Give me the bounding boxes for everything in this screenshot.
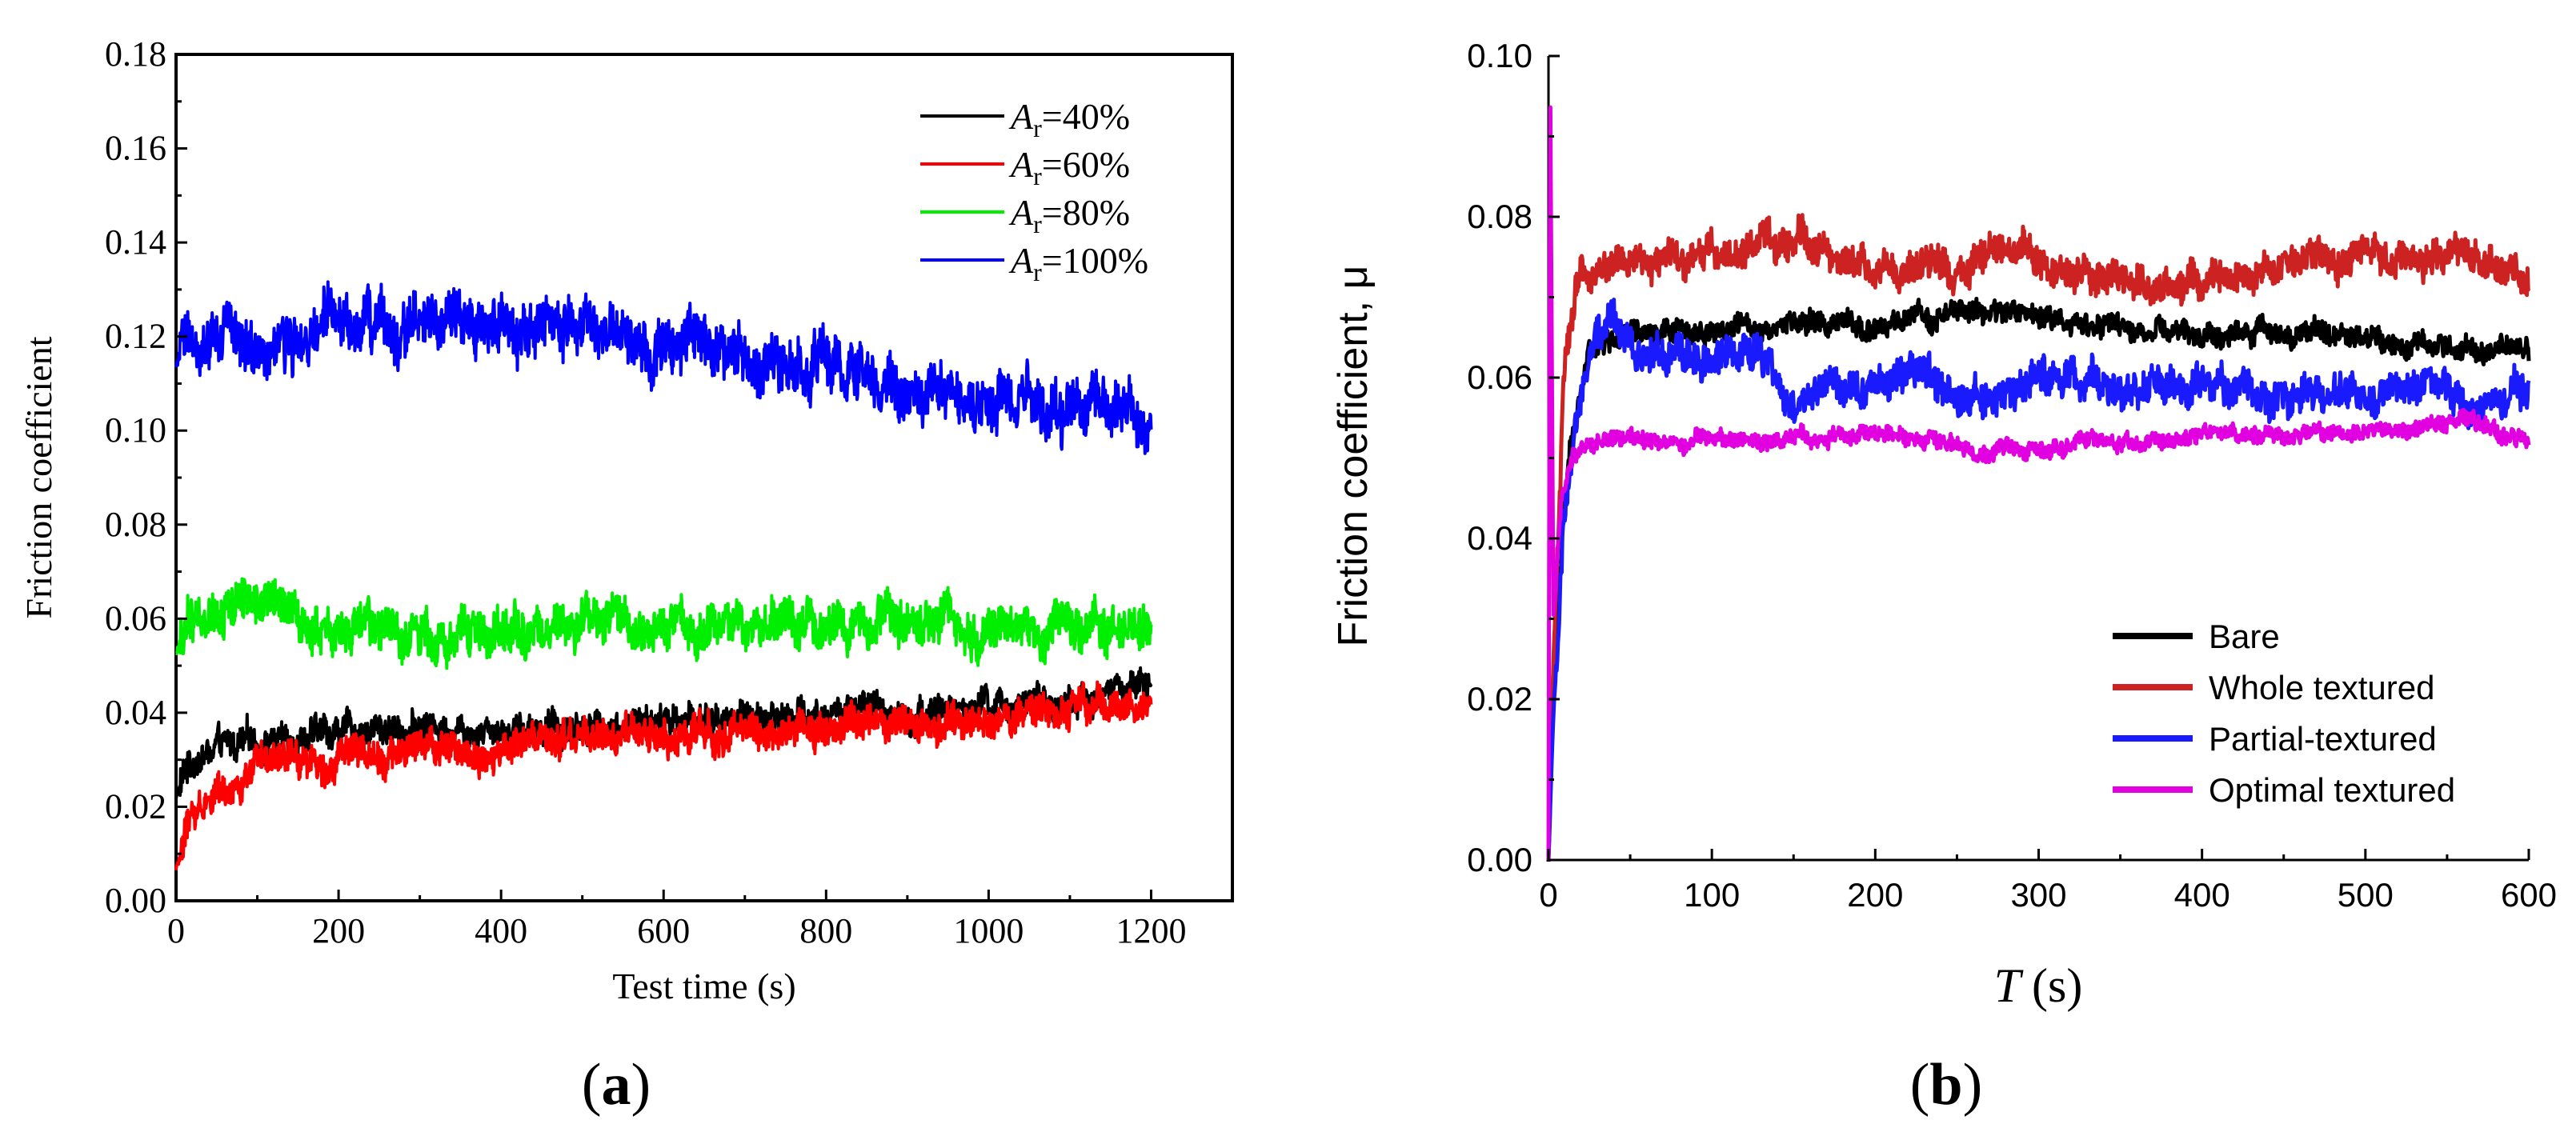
chart-a-legend-label: Ar=60%	[1008, 144, 1130, 190]
chart-b-series-group	[1546, 105, 2531, 862]
chart-b-y-axis-label: Friction coefficient, μ	[1330, 266, 1376, 647]
chart-a-series-line-4	[174, 280, 1153, 455]
chart-b-series-line-3	[1546, 298, 2531, 859]
chart-a-y-tick-label: 0.00	[105, 881, 166, 920]
chart-b-y-tick-label: 0.00	[1467, 841, 1532, 878]
chart-a-legend-sub: r	[1033, 258, 1042, 286]
chart-a-series-line-3	[174, 577, 1153, 670]
chart-a-y-tick-label: 0.10	[105, 410, 166, 450]
chart-a-legend-value: =80%	[1042, 192, 1130, 233]
chart-b-x-tick-label: 200	[1847, 876, 1903, 914]
chart-a-x-tick-label: 200	[312, 911, 365, 950]
chart-b-x-tick-label: 300	[2010, 876, 2066, 914]
chart-a: 0 200 400 600 800 1000 1200 0.000.020.040.060.…	[18, 34, 1234, 1006]
chart-b-series-line-4	[1546, 105, 2531, 860]
chart-a-legend-value: =100%	[1042, 240, 1148, 281]
chart-a-y-tick-label: 0.18	[105, 34, 166, 74]
chart-a-y-ticks: 0.00 0.02 0.04 0.06 0.08 0.10 0.12 0.14 0.16 0.18	[105, 34, 187, 920]
chart-a-series-group	[174, 280, 1153, 871]
chart-b-y-tick-label: 0.06	[1467, 358, 1532, 396]
chart-a-legend-value: =40%	[1042, 96, 1130, 137]
panel-label-b-letter: b	[1929, 1052, 1962, 1118]
chart-b-y-tick-label: 0.04	[1467, 519, 1532, 557]
chart-b-legend-label: Whole textured	[2209, 669, 2434, 706]
chart-b-y-ticks: 0.00 0.02 0.04 0.06 0.08 0.10	[1467, 37, 1560, 878]
chart-a-legend: Ar=40%Ar=60%Ar=80%Ar=100%	[920, 96, 1148, 286]
chart-a-legend-var: A	[1008, 240, 1034, 281]
chart-b-series-line-2	[1546, 213, 2531, 858]
chart-a-legend-label: Ar=80%	[1008, 192, 1130, 238]
chart-b-x-axis-unit: (s)	[2032, 959, 2082, 1012]
chart-a-legend-sub: r	[1033, 210, 1042, 238]
chart-b-x-tick-label: 500	[2338, 876, 2394, 914]
chart-a-y-axis-label: Friction coefficient	[18, 336, 59, 618]
chart-b-x-axis-label: T (s)	[1994, 959, 2083, 1012]
chart-a-y-tick-label: 0.06	[105, 598, 166, 638]
chart-b-y-tick-label: 0.10	[1467, 37, 1532, 74]
chart-a-legend-sub: r	[1033, 162, 1042, 190]
chart-a-x-tick-label: 400	[475, 911, 527, 950]
chart-a-legend-sub: r	[1033, 114, 1042, 142]
chart-a-y-tick-label: 0.14	[105, 222, 166, 262]
panel-label-a: (a)	[582, 1052, 651, 1118]
chart-a-legend-var: A	[1008, 96, 1034, 137]
chart-a-legend-var: A	[1008, 192, 1034, 233]
chart-a-x-tick-label: 1000	[953, 911, 1024, 950]
chart-b-x-axis-var: T	[1994, 959, 2024, 1012]
chart-b-legend: Bare Whole textured Partial-textured Optima…	[2113, 618, 2455, 809]
chart-b-x-tick-label: 400	[2174, 876, 2230, 914]
chart-a-y-tick-label: 0.12	[105, 317, 166, 356]
panel-label-b: (b)	[1910, 1052, 1982, 1118]
chart-a-legend-label: Ar=100%	[1008, 240, 1148, 286]
chart-b-x-ticks: 0 100 200 300 400 500 600	[1539, 849, 2557, 914]
chart-b-legend-label: Bare	[2209, 618, 2280, 655]
chart-b-legend-label: Partial-textured	[2209, 720, 2437, 758]
chart-a-series-line-2	[174, 680, 1153, 871]
chart-b-x-tick-label: 100	[1684, 876, 1740, 914]
chart-a-x-tick-label: 800	[799, 911, 852, 950]
chart-a-legend-label: Ar=40%	[1008, 96, 1130, 142]
chart-a-x-ticks: 0 200 400 600 800 1000 1200	[167, 890, 1186, 950]
chart-a-x-tick-label: 600	[637, 911, 690, 950]
chart-a-y-tick-label: 0.16	[105, 129, 166, 168]
chart-a-y-tick-label: 0.02	[105, 786, 166, 826]
chart-a-x-tick-label: 0	[167, 911, 185, 950]
chart-a-x-axis-label: Test time (s)	[612, 966, 795, 1006]
chart-b-series-line-1	[1546, 297, 2531, 862]
chart-a-y-tick-label: 0.04	[105, 693, 166, 732]
chart-b-x-tick-label: 600	[2501, 876, 2557, 914]
chart-a-legend-var: A	[1008, 144, 1034, 185]
chart-b-y-tick-label: 0.08	[1467, 198, 1532, 235]
panel-label-a-letter: a	[602, 1052, 631, 1118]
chart-b-legend-label: Optimal textured	[2209, 771, 2455, 809]
chart-a-y-tick-label: 0.08	[105, 505, 166, 544]
chart-a-legend-value: =60%	[1042, 144, 1130, 185]
chart-b: 0 100 200 300 400 500 600 0.00 0.02 0.04 0.06 0.08…	[1330, 37, 2557, 1012]
chart-b-x-tick-label: 0	[1539, 876, 1557, 914]
chart-b-y-tick-label: 0.02	[1467, 680, 1532, 718]
chart-a-x-tick-label: 1200	[1116, 911, 1186, 950]
